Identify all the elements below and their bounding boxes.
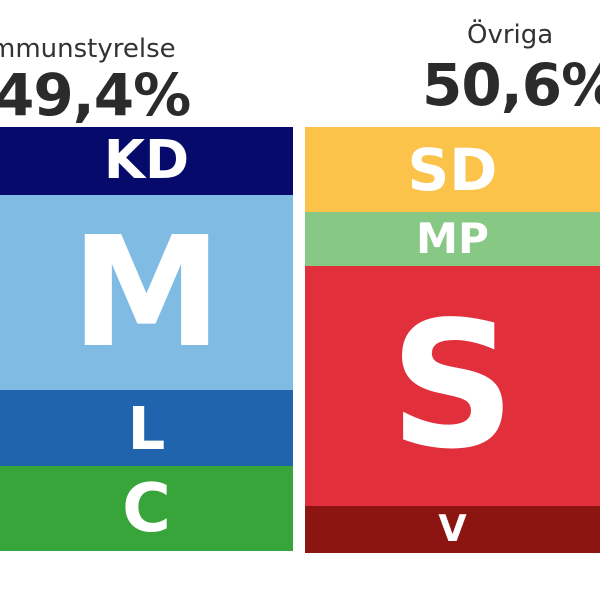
segment-label-v: V [438,507,467,551]
segment-label-l: L [127,393,166,463]
segment-mp: MP [305,212,600,267]
segment-label-mp: MP [416,214,489,264]
segment-label-m: M [70,203,223,381]
segment-l: L [0,390,293,467]
segment-c: C [0,466,293,552]
segment-label-kd: KD [103,129,190,192]
others-label: Övriga [467,20,554,50]
segment-sd: SD [305,127,600,213]
others-column: SD MP S V [305,127,600,553]
coalition-label: mmunstyrelse [0,34,176,64]
segment-kd: KD [0,127,293,196]
coalition-percent: 49,4% [0,61,191,129]
segment-m: M [0,195,293,391]
segment-label-c: C [122,469,171,548]
others-percent: 50,6% [422,51,600,119]
segment-label-s: S [389,284,516,488]
coalition-column: KD M L C [0,127,293,553]
segment-v: V [305,506,600,553]
segment-label-sd: SD [407,135,498,204]
segment-s: S [305,266,600,507]
